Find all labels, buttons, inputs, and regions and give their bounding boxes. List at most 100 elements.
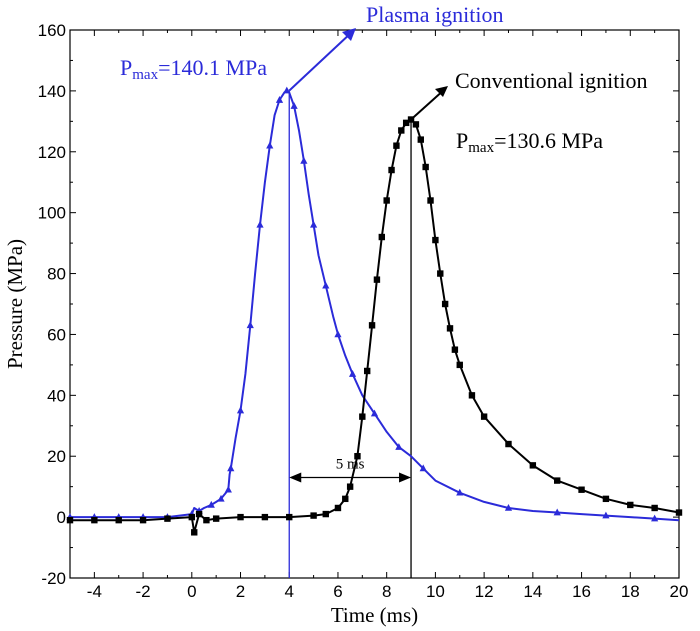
conventional-data-point <box>66 516 74 524</box>
plasma-data-point <box>275 96 284 103</box>
plasma-pmax-prefix: P <box>120 55 132 80</box>
x-tick-label: 16 <box>572 582 591 601</box>
conventional-data-point <box>554 477 561 484</box>
x-tick-labels: -4 -2 0 2 4 6 8 10 12 14 16 18 20 <box>87 582 689 601</box>
conventional-data-point <box>437 270 444 277</box>
conventional-callout-line <box>410 88 446 121</box>
plasma-data-point <box>395 443 403 450</box>
y-axis-label: Pressure (MPa) <box>3 239 27 369</box>
conventional-data-point <box>578 486 585 493</box>
conventional-data-point <box>115 516 122 524</box>
y-tick-label: 60 <box>47 325 66 344</box>
conventional-data-point <box>212 515 220 522</box>
conventional-data-point <box>164 515 171 522</box>
conventional-data-point <box>427 197 434 204</box>
y-tick-label: -20 <box>41 569 66 588</box>
conventional-data-point <box>402 119 410 127</box>
conventional-data-point <box>675 509 683 516</box>
peak-vertical-lines <box>288 90 412 578</box>
plasma-data-point <box>283 86 291 94</box>
plasma-data-point <box>348 370 357 377</box>
plot-area: -4 -2 0 2 4 6 8 10 12 14 16 18 20 -20020406080100120… <box>38 21 689 601</box>
conventional-data-point <box>407 116 415 123</box>
plasma-callout-arrowhead <box>342 28 356 41</box>
plasma-data-point <box>602 511 610 519</box>
interval-arrowhead-right <box>399 472 412 483</box>
conventional-data-point <box>322 510 329 518</box>
plasma-data-point <box>256 220 264 228</box>
plasma-data-point <box>651 514 659 522</box>
y-tick-label: 0 <box>57 508 66 527</box>
conventional-data-point <box>451 346 459 353</box>
conventional-callout-arrowhead <box>435 86 448 97</box>
conventional-data-point <box>203 516 210 524</box>
x-tick-label: 8 <box>382 582 391 601</box>
plasma-data-point <box>224 485 232 493</box>
plasma-pmax-value: =140.1 MPa <box>158 55 267 80</box>
conventional-data-point <box>446 325 454 332</box>
conventional-data-point <box>393 142 400 149</box>
plasma-data-point <box>300 156 308 164</box>
x-tick-label: 0 <box>187 582 196 601</box>
y-tick-label: 40 <box>47 386 66 405</box>
y-tick-label: 100 <box>38 204 66 223</box>
x-tick-label: 14 <box>523 582 542 601</box>
conv-pmax-prefix: P <box>456 128 468 153</box>
plasma-data-point <box>236 406 245 414</box>
plasma-data-point <box>334 330 342 338</box>
conventional-data-point <box>191 529 198 536</box>
plasma-data-point <box>322 281 330 289</box>
conventional-data-point <box>383 197 390 204</box>
plasma-data-point <box>266 141 274 149</box>
y-tick-label: 80 <box>47 265 66 284</box>
conventional-data-point <box>310 512 317 519</box>
conventional-data-point <box>346 483 354 490</box>
series-markers <box>66 86 683 536</box>
callout-arrows <box>288 28 448 121</box>
x-tick-label: 6 <box>333 582 342 601</box>
plasma-data-point <box>246 321 254 329</box>
conventional-data-point <box>354 453 361 460</box>
x-tick-label: 18 <box>621 582 640 601</box>
conventional-data-point <box>261 513 269 521</box>
interval-label: 5 ms <box>336 457 365 473</box>
conventional-data-point <box>417 136 424 143</box>
conventional-data-point <box>602 495 610 503</box>
conventional-data-point <box>342 495 349 503</box>
conventional-data-point <box>195 510 203 518</box>
conventional-data-point <box>363 367 371 375</box>
plasma-data-point <box>370 409 379 417</box>
conventional-data-point <box>422 163 429 171</box>
plasma-data-point <box>227 464 235 472</box>
conventional-ignition-label: Conventional ignition <box>455 68 648 93</box>
x-tick-label: 12 <box>475 582 494 601</box>
conventional-data-point <box>529 462 537 469</box>
plasma-callout-line <box>288 31 353 92</box>
plasma-ignition-label: Plasma ignition <box>366 2 504 27</box>
plasma-data-point <box>419 464 427 472</box>
interval-arrow <box>289 472 412 483</box>
conventional-data-point <box>368 322 376 329</box>
plasma-pmax-label: Pmax=140.1 MPa <box>120 55 267 83</box>
conventional-data-point <box>627 501 634 509</box>
conventional-data-point <box>456 361 463 369</box>
conv-pmax-value: =130.6 MPa <box>494 128 603 153</box>
conventional-data-point <box>432 236 439 244</box>
interval-arrowhead-left <box>289 472 302 483</box>
conventional-data-point <box>373 276 381 283</box>
x-axis-label: Time (ms) <box>331 603 418 627</box>
x-tick-label: 2 <box>236 582 245 601</box>
conventional-data-point <box>188 513 195 521</box>
conv-pmax-sub: max <box>468 140 494 156</box>
plasma-data-point <box>290 102 298 109</box>
conventional-data-point <box>237 513 244 521</box>
conventional-data-point <box>388 166 395 174</box>
x-tick-label: -2 <box>136 582 151 601</box>
conventional-pmax-label: Pmax=130.6 MPa <box>456 128 603 156</box>
x-tick-label: 10 <box>426 582 445 601</box>
plasma-data-point <box>456 488 464 496</box>
conventional-data-point <box>441 300 449 308</box>
conventional-data-point <box>334 504 342 512</box>
conventional-data-point <box>378 233 386 241</box>
